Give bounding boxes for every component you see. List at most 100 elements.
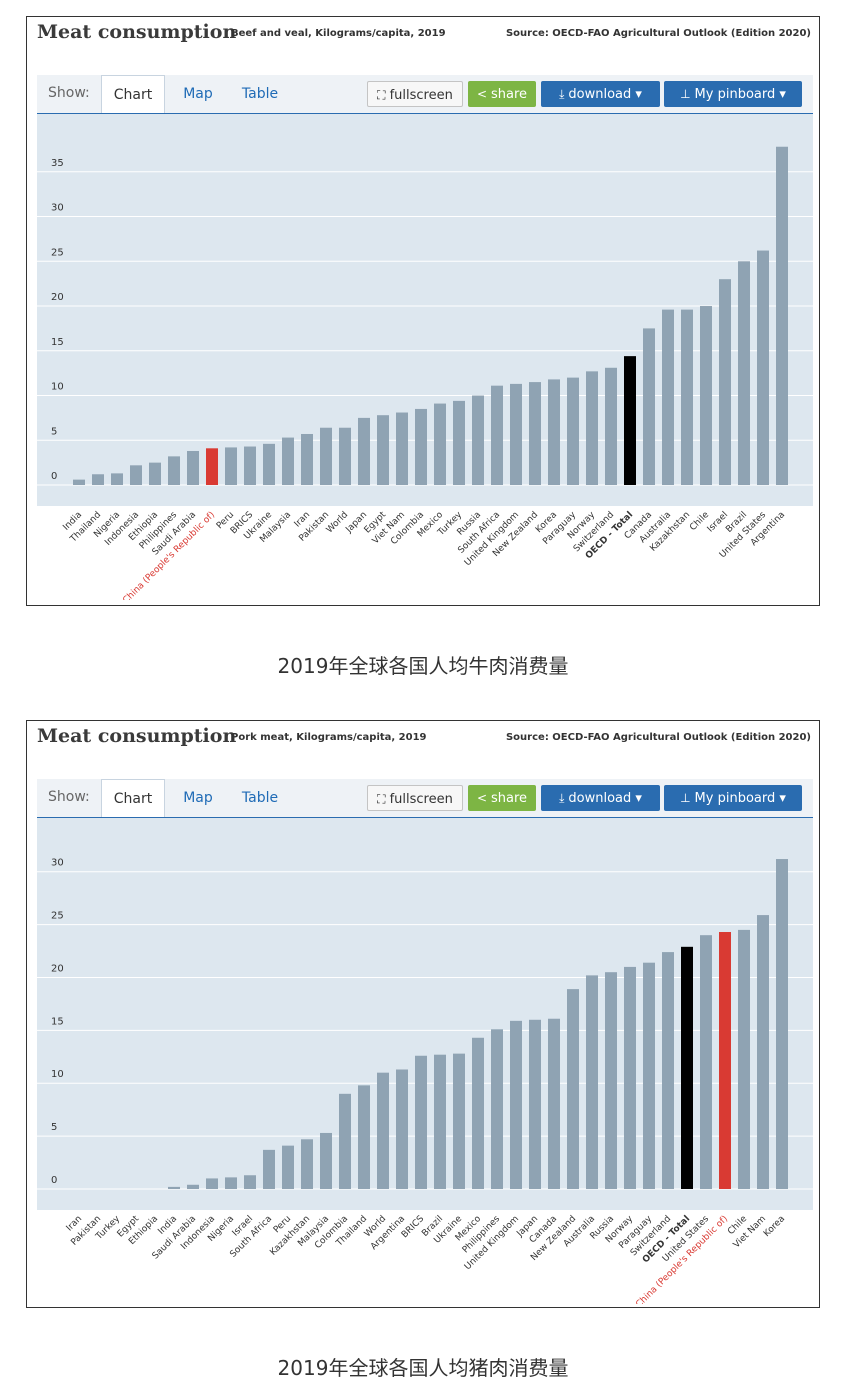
bar-korea: [776, 859, 788, 1189]
pinboard-button[interactable]: ⊥ My pinboard ▾: [664, 785, 802, 811]
show-label: Show:: [48, 85, 90, 101]
bar-ukraine: [263, 443, 275, 485]
bar-peru: [282, 1145, 294, 1189]
chart-toolbar: Show: Chart Map Table ⛶ fullscreen < share…: [37, 779, 813, 818]
share-label: share: [491, 87, 528, 102]
share-icon: <: [476, 791, 487, 805]
pin-icon: ⊥: [680, 791, 691, 805]
x-tick-label-brics: BRICS: [400, 1214, 426, 1240]
bar-south-africa: [491, 385, 503, 485]
tab-map[interactable]: Map: [183, 86, 213, 102]
x-tick-label-korea: Korea: [762, 1214, 787, 1239]
y-tick-label: 10: [51, 382, 64, 393]
bar-brazil: [434, 1054, 446, 1189]
bar-united-states: [700, 935, 712, 1189]
bar-russia: [605, 972, 617, 1189]
fullscreen-icon: ⛶: [377, 792, 386, 806]
y-tick-label: 30: [51, 203, 64, 214]
bar-saudi-arabia: [187, 1184, 199, 1189]
tab-table[interactable]: Table: [241, 790, 279, 806]
chart-subtitle: Pork meat, Kilograms/capita, 2019: [231, 732, 427, 743]
bar-argentina: [776, 146, 788, 485]
bar-israel: [719, 279, 731, 485]
y-tick-label: 15: [51, 1016, 64, 1027]
bar-philippines: [168, 456, 180, 485]
bar-south-africa: [263, 1149, 275, 1189]
bar-viet-nam: [757, 915, 769, 1189]
bar-australia: [662, 309, 674, 485]
bar-japan: [358, 417, 370, 485]
y-tick-label: 35: [51, 158, 64, 169]
tab-chart[interactable]: Chart: [101, 779, 165, 817]
chart-header: Meat consumption Beef and veal, Kilogram…: [37, 21, 811, 47]
bar-thailand: [92, 474, 104, 485]
bar-iran: [301, 433, 313, 485]
bar-indonesia: [130, 465, 142, 485]
fullscreen-button[interactable]: ⛶ fullscreen: [367, 785, 463, 811]
pinboard-button[interactable]: ⊥ My pinboard ▾: [664, 81, 802, 107]
bar-colombia: [415, 408, 427, 485]
beef-chart-panel: Meat consumption Beef and veal, Kilogram…: [26, 16, 820, 606]
pork-chart-panel: Meat consumption Pork meat, Kilograms/ca…: [26, 720, 820, 1308]
chart-source: Source: OECD-FAO Agricultural Outlook (E…: [505, 28, 811, 39]
bar-united-kingdom: [510, 383, 522, 485]
bar-india: [73, 479, 85, 485]
caret-down-icon: ▾: [779, 87, 786, 102]
bar-united-states: [757, 250, 769, 485]
pin-icon: ⊥: [680, 87, 691, 101]
bar-viet-nam: [396, 412, 408, 485]
bar-thailand: [358, 1085, 370, 1189]
bar-world: [377, 1072, 389, 1189]
bar-nigeria: [111, 473, 123, 485]
y-tick-label: 25: [51, 911, 64, 922]
bar-china-people-s-republic-of: [206, 448, 218, 485]
bar-japan: [529, 1019, 541, 1189]
beef-caption: 2019年全球各国人均牛肉消费量: [277, 654, 569, 678]
y-tick-label: 25: [51, 247, 64, 258]
bar-norway: [586, 371, 598, 485]
show-label: Show:: [48, 789, 90, 805]
bar-pakistan: [320, 427, 332, 485]
bar-ukraine: [453, 1053, 465, 1189]
download-button[interactable]: ⤓ download ▾: [541, 785, 660, 811]
y-tick-label: 0: [51, 1175, 57, 1186]
y-tick-label: 20: [51, 963, 64, 974]
bar-india: [168, 1186, 180, 1189]
bar-colombia: [339, 1093, 351, 1189]
tab-table[interactable]: Table: [241, 86, 279, 102]
y-tick-label: 10: [51, 1069, 64, 1080]
bar-chile: [700, 306, 712, 485]
share-button[interactable]: < share: [468, 785, 536, 811]
chart-toolbar: Show: Chart Map Table ⛶ fullscreen < share…: [37, 75, 813, 114]
bar-china-people-s-republic-of: [719, 932, 731, 1189]
beef-bar-chart: 05101520253035IndiaThailandNigeriaIndone…: [37, 114, 813, 600]
bar-norway: [624, 966, 636, 1189]
bar-paraguay: [643, 962, 655, 1189]
share-icon: <: [476, 87, 487, 101]
bar-saudi-arabia: [187, 450, 199, 485]
bar-philippines: [491, 1029, 503, 1189]
tab-map[interactable]: Map: [183, 790, 213, 806]
fullscreen-label: fullscreen: [389, 88, 453, 103]
bar-malaysia: [282, 437, 294, 485]
download-button[interactable]: ⤓ download ▾: [541, 81, 660, 107]
bar-malaysia: [320, 1132, 332, 1189]
bar-egypt: [377, 415, 389, 485]
fullscreen-button[interactable]: ⛶ fullscreen: [367, 81, 463, 107]
bar-mexico: [472, 1037, 484, 1189]
bar-korea: [548, 379, 560, 485]
bar-mexico: [434, 403, 446, 485]
x-tick-label-world: World: [325, 510, 350, 535]
chart-source: Source: OECD-FAO Agricultural Outlook (E…: [505, 732, 811, 743]
bar-united-kingdom: [510, 1020, 522, 1189]
bar-canada: [548, 1018, 560, 1189]
share-button[interactable]: < share: [468, 81, 536, 107]
share-label: share: [491, 791, 528, 806]
caret-down-icon: ▾: [779, 791, 786, 806]
tab-chart[interactable]: Chart: [101, 75, 165, 113]
bar-russia: [472, 395, 484, 485]
bar-turkey: [453, 400, 465, 485]
y-tick-label: 15: [51, 337, 64, 348]
bar-kazakhstan: [301, 1139, 313, 1189]
download-icon: ⤓: [559, 87, 565, 101]
